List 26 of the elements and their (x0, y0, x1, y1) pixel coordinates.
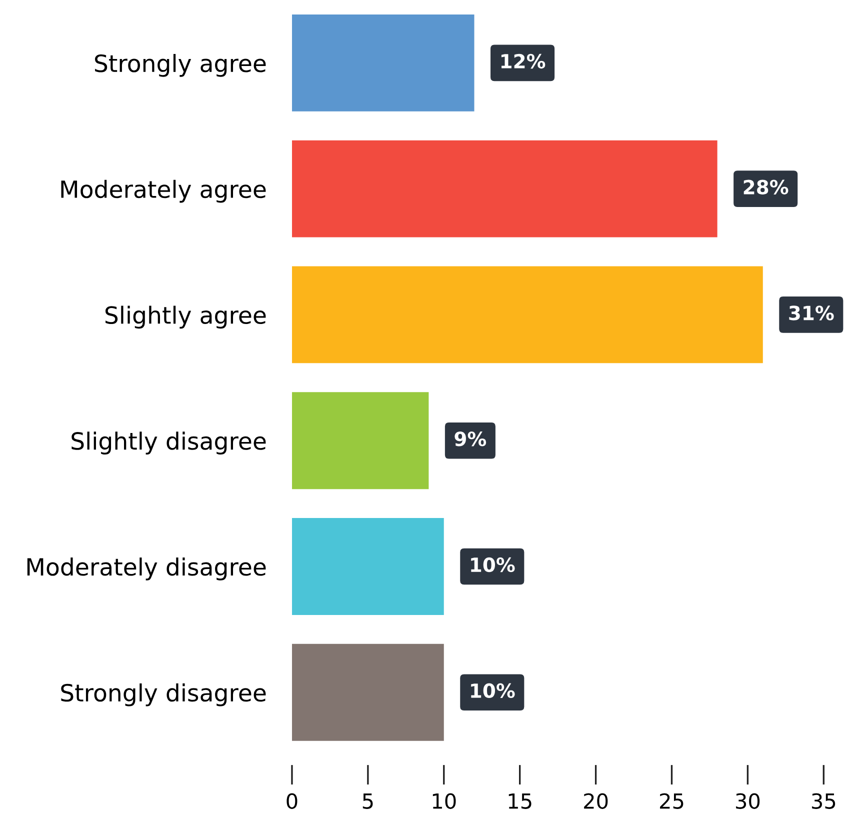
data-label: 28% (744, 180, 788, 194)
y-tick-label: Slightly disagree (72, 432, 266, 454)
data-label: 10% (471, 557, 515, 572)
y-tick-label: Moderately disagree (27, 558, 266, 580)
y-tick-label: Strongly disagree (61, 683, 266, 706)
bar (292, 392, 429, 490)
data-label: 12% (501, 54, 546, 69)
x-tick-label: 10 (432, 793, 456, 809)
bar (292, 266, 763, 364)
x-tick-label: 30 (736, 793, 760, 809)
x-tick-label: 20 (584, 793, 608, 809)
x-tick-label: 0 (286, 793, 298, 809)
x-tick-label: 35 (812, 793, 836, 809)
x-tick-label: 5 (362, 793, 373, 809)
y-tick-label: Slightly agree (105, 306, 266, 329)
bar (292, 518, 444, 615)
data-label: 10% (471, 683, 515, 698)
data-label: 31% (789, 306, 834, 320)
y-tick-label: Strongly agree (94, 54, 266, 77)
bar (292, 14, 474, 112)
bar (292, 140, 718, 238)
x-tick-label: 25 (660, 793, 684, 809)
x-tick-label: 15 (508, 793, 532, 809)
y-tick-label: Moderately agree (61, 180, 266, 203)
bar (292, 644, 444, 741)
data-label: 9% (454, 432, 486, 446)
